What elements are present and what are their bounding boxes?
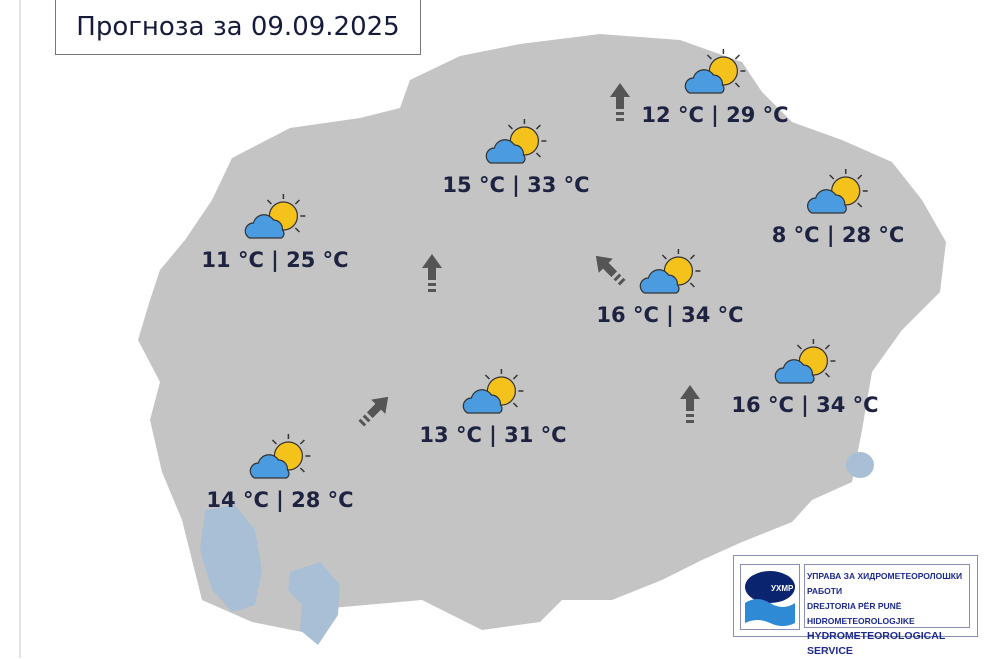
partly-cloudy-icon [206, 432, 353, 488]
wind-arrow-icon [422, 254, 442, 292]
logo-line-3: HYDROMETEOROLOGICAL SERVICE [807, 630, 946, 657]
location-east: 8 °C | 28 °C [771, 167, 905, 247]
page-edge-line [19, 0, 21, 658]
location-south-east: 16 °C | 34 °C [731, 337, 879, 417]
location-north-east: 12 °C | 29 °C [641, 47, 789, 127]
logo-line-1: УПРАВА ЗА ХИДРОМЕТЕОРОЛОШКИ РАБОТИ [807, 571, 963, 596]
forecast-title: Прогноза за 09.09.2025 [55, 0, 421, 55]
temperature-range: 8 °C | 28 °C [771, 223, 905, 247]
temperature-range: 15 °C | 33 °C [442, 173, 590, 197]
location-south-west: 14 °C | 28 °C [206, 432, 354, 512]
partly-cloudy-icon [201, 192, 348, 248]
partly-cloudy-icon [772, 167, 905, 223]
temperature-range: 16 °C | 34 °C [596, 303, 744, 327]
lake-prespa [288, 562, 340, 645]
country-shape [138, 34, 946, 632]
hydromet-logo: УХМР УПРАВА ЗА ХИДРОМЕТЕОРОЛОШКИ РАБОТИ … [733, 555, 978, 657]
wind-arrow-icon [595, 255, 626, 286]
location-center-east: 16 °C | 34 °C [596, 247, 744, 327]
partly-cloudy-icon [442, 117, 589, 173]
location-center-south: 13 °C | 31 °C [419, 367, 567, 447]
temperature-range: 12 °C | 29 °C [641, 103, 789, 127]
lake-dojran [846, 452, 874, 478]
wind-arrow-icon [610, 83, 630, 121]
logo-emblem: УХМР [740, 564, 800, 630]
partly-cloudy-icon [419, 367, 566, 423]
partly-cloudy-icon [641, 47, 788, 103]
logo-line-2: DREJTORIA PËR PUNË HIDROMETEOROLOGJIKE [807, 601, 915, 626]
location-center-north: 15 °C | 33 °C [442, 117, 590, 197]
temperature-range: 13 °C | 31 °C [419, 423, 567, 447]
wind-arrow-icon [680, 385, 700, 423]
temperature-range: 11 °C | 25 °C [201, 248, 349, 272]
temperature-range: 16 °C | 34 °C [731, 393, 879, 417]
lake-ohrid [200, 505, 262, 612]
svg-text:УХМР: УХМР [771, 584, 794, 593]
location-west: 11 °C | 25 °C [201, 192, 349, 272]
partly-cloudy-icon [731, 337, 878, 393]
temperature-range: 14 °C | 28 °C [206, 488, 354, 512]
logo-text: УПРАВА ЗА ХИДРОМЕТЕОРОЛОШКИ РАБОТИ DREJT… [804, 564, 970, 657]
partly-cloudy-icon [596, 247, 743, 303]
wind-arrow-icon [358, 396, 389, 427]
